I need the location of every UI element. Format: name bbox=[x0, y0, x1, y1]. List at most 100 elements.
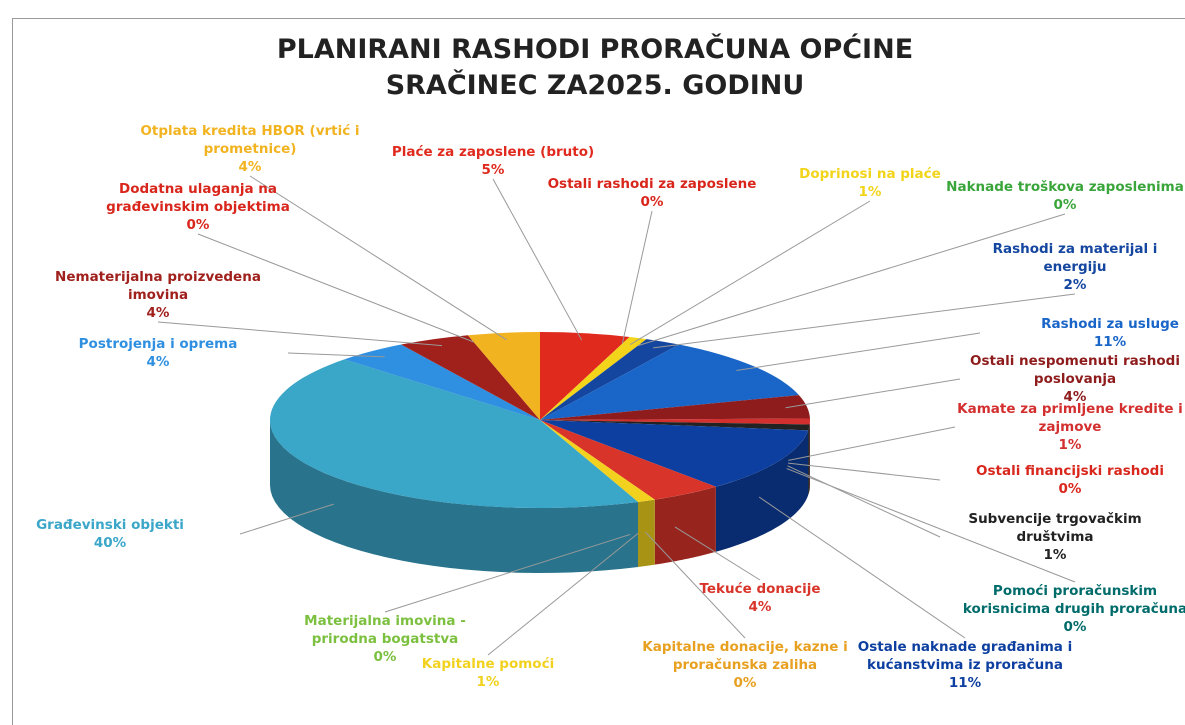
value-label: 1% bbox=[1058, 437, 1082, 453]
leader-line bbox=[384, 533, 631, 613]
slice-side bbox=[715, 430, 809, 552]
value-label: 5% bbox=[481, 162, 505, 178]
slice-label: Materijalna imovina - prirodna bogatstva… bbox=[270, 612, 500, 666]
slice-label: Naknade troškova zaposlenima 0% bbox=[935, 178, 1185, 214]
leader-line bbox=[736, 332, 981, 371]
leader-line bbox=[785, 378, 961, 409]
slice-label: Ostale naknade građanima i kućanstvima i… bbox=[850, 638, 1080, 692]
leader-line bbox=[653, 293, 1076, 349]
value-label: 1% bbox=[1043, 547, 1067, 563]
category-label: Ostali financijski rashodi bbox=[976, 463, 1164, 479]
slice bbox=[269, 359, 639, 509]
slice bbox=[540, 420, 655, 502]
category-label: Ostali nespomenuti rashodi poslovanja bbox=[970, 353, 1180, 387]
slice-label: Tekuće donacije 4% bbox=[630, 580, 890, 616]
leader-line bbox=[758, 496, 966, 639]
leader-line bbox=[645, 531, 746, 639]
slice-side bbox=[654, 486, 716, 565]
leader-line bbox=[157, 321, 443, 347]
leader-line bbox=[788, 426, 956, 461]
value-label: 40% bbox=[93, 535, 127, 551]
slice bbox=[540, 418, 810, 425]
value-label: 0% bbox=[373, 649, 397, 665]
category-label: Postrojenja i oprema bbox=[78, 336, 238, 352]
category-label: Pomoći proračunskim korisnicima drugih p… bbox=[962, 583, 1185, 617]
slice bbox=[344, 344, 540, 420]
slice bbox=[401, 335, 540, 420]
leader-line bbox=[239, 503, 334, 535]
category-label: Kapitalne pomoći bbox=[421, 656, 555, 672]
value-label: 0% bbox=[1058, 481, 1082, 497]
slice-label: Subvencije trgovačkim društvima 1% bbox=[940, 510, 1170, 564]
category-label: Subvencije trgovačkim društvima bbox=[968, 511, 1142, 545]
leader-line bbox=[788, 462, 941, 481]
value-label: 11% bbox=[1093, 334, 1127, 350]
value-label: 0% bbox=[640, 194, 664, 210]
leader-line bbox=[787, 465, 941, 538]
value-label: 0% bbox=[1063, 619, 1087, 635]
category-label: Ostale naknade građanima i kućanstvima i… bbox=[857, 639, 1073, 673]
value-label: 4% bbox=[146, 354, 170, 370]
category-label: Rashodi za usluge bbox=[1041, 316, 1179, 332]
category-label: Otplata kredita HBOR (vrtić i prometnice… bbox=[140, 123, 360, 157]
slice bbox=[540, 420, 716, 500]
value-label: 4% bbox=[146, 305, 170, 321]
leader-line bbox=[621, 210, 653, 344]
leader-line bbox=[786, 468, 1076, 583]
slice-label: Kapitalne pomoći 1% bbox=[358, 655, 618, 691]
slice-label: Doprinosi na plaće 1% bbox=[740, 165, 1000, 201]
category-label: Građevinski objekti bbox=[36, 517, 184, 533]
slice bbox=[540, 332, 630, 420]
slice-label: Rashodi za usluge 11% bbox=[980, 315, 1185, 351]
slice-label: Dodatna ulaganja na građevinskim objekti… bbox=[83, 180, 313, 234]
category-label: Kamate za primljene kredite i zajmove bbox=[957, 401, 1183, 435]
category-label: Dodatna ulaganja na građevinskim objekti… bbox=[106, 181, 290, 215]
chart-title: PLANIRANI RASHODI PRORAČUNA OPĆINE SRAČI… bbox=[276, 34, 914, 101]
category-label: Plaće za zaposlene (bruto) bbox=[391, 144, 595, 160]
leader-line bbox=[287, 352, 385, 358]
leader-line bbox=[249, 175, 507, 341]
slice bbox=[467, 332, 540, 420]
frame bbox=[12, 18, 1185, 725]
slice bbox=[540, 344, 799, 420]
slice-label: Plaće za zaposlene (bruto) 5% bbox=[363, 143, 623, 179]
leader-line bbox=[629, 200, 871, 345]
slice-label: Kamate za primljene kredite i zajmove 1% bbox=[955, 400, 1185, 454]
slice bbox=[540, 339, 679, 420]
slice bbox=[540, 395, 810, 420]
value-label: 1% bbox=[858, 184, 882, 200]
category-label: Rashodi za materijal i energiju bbox=[992, 241, 1158, 275]
leader-line bbox=[487, 533, 639, 656]
slice-label: Ostali financijski rashodi 0% bbox=[940, 462, 1185, 498]
category-label: Ostali rashodi za zaposlene bbox=[547, 176, 757, 192]
leader-line bbox=[197, 233, 474, 343]
slice-label: Postrojenja i oprema 4% bbox=[28, 335, 288, 371]
category-label: Tekuće donacije bbox=[699, 581, 821, 597]
value-label: 11% bbox=[948, 675, 982, 691]
category-label: Naknade troškova zaposlenima bbox=[946, 179, 1184, 195]
leader-line bbox=[492, 178, 583, 341]
leader-line bbox=[674, 526, 761, 581]
value-label: 4% bbox=[748, 599, 772, 615]
value-label: 2% bbox=[1063, 277, 1087, 293]
slice-label: Rashodi za materijal i energiju 2% bbox=[960, 240, 1185, 294]
value-label: 0% bbox=[733, 675, 757, 691]
slice-side bbox=[808, 424, 810, 496]
slice-label: Građevinski objekti 40% bbox=[0, 516, 240, 552]
value-label: 4% bbox=[1063, 389, 1087, 405]
value-label: 4% bbox=[238, 159, 262, 175]
slice-label: Kapitalne donacije, kazne i proračunska … bbox=[630, 638, 860, 692]
category-label: Doprinosi na plaće bbox=[799, 166, 941, 182]
value-label: 0% bbox=[1053, 197, 1077, 213]
slice bbox=[540, 336, 647, 420]
slice-label: Pomoći proračunskim korisnicima drugih p… bbox=[960, 582, 1185, 636]
category-label: Materijalna imovina - prirodna bogatstva bbox=[304, 613, 466, 647]
value-label: 1% bbox=[476, 674, 500, 690]
category-label: Kapitalne donacije, kazne i proračunska … bbox=[642, 639, 848, 673]
leader-line bbox=[637, 213, 1066, 347]
category-label: Nematerijalna proizvedena imovina bbox=[55, 269, 261, 303]
slice bbox=[540, 420, 810, 431]
slice bbox=[540, 420, 809, 487]
